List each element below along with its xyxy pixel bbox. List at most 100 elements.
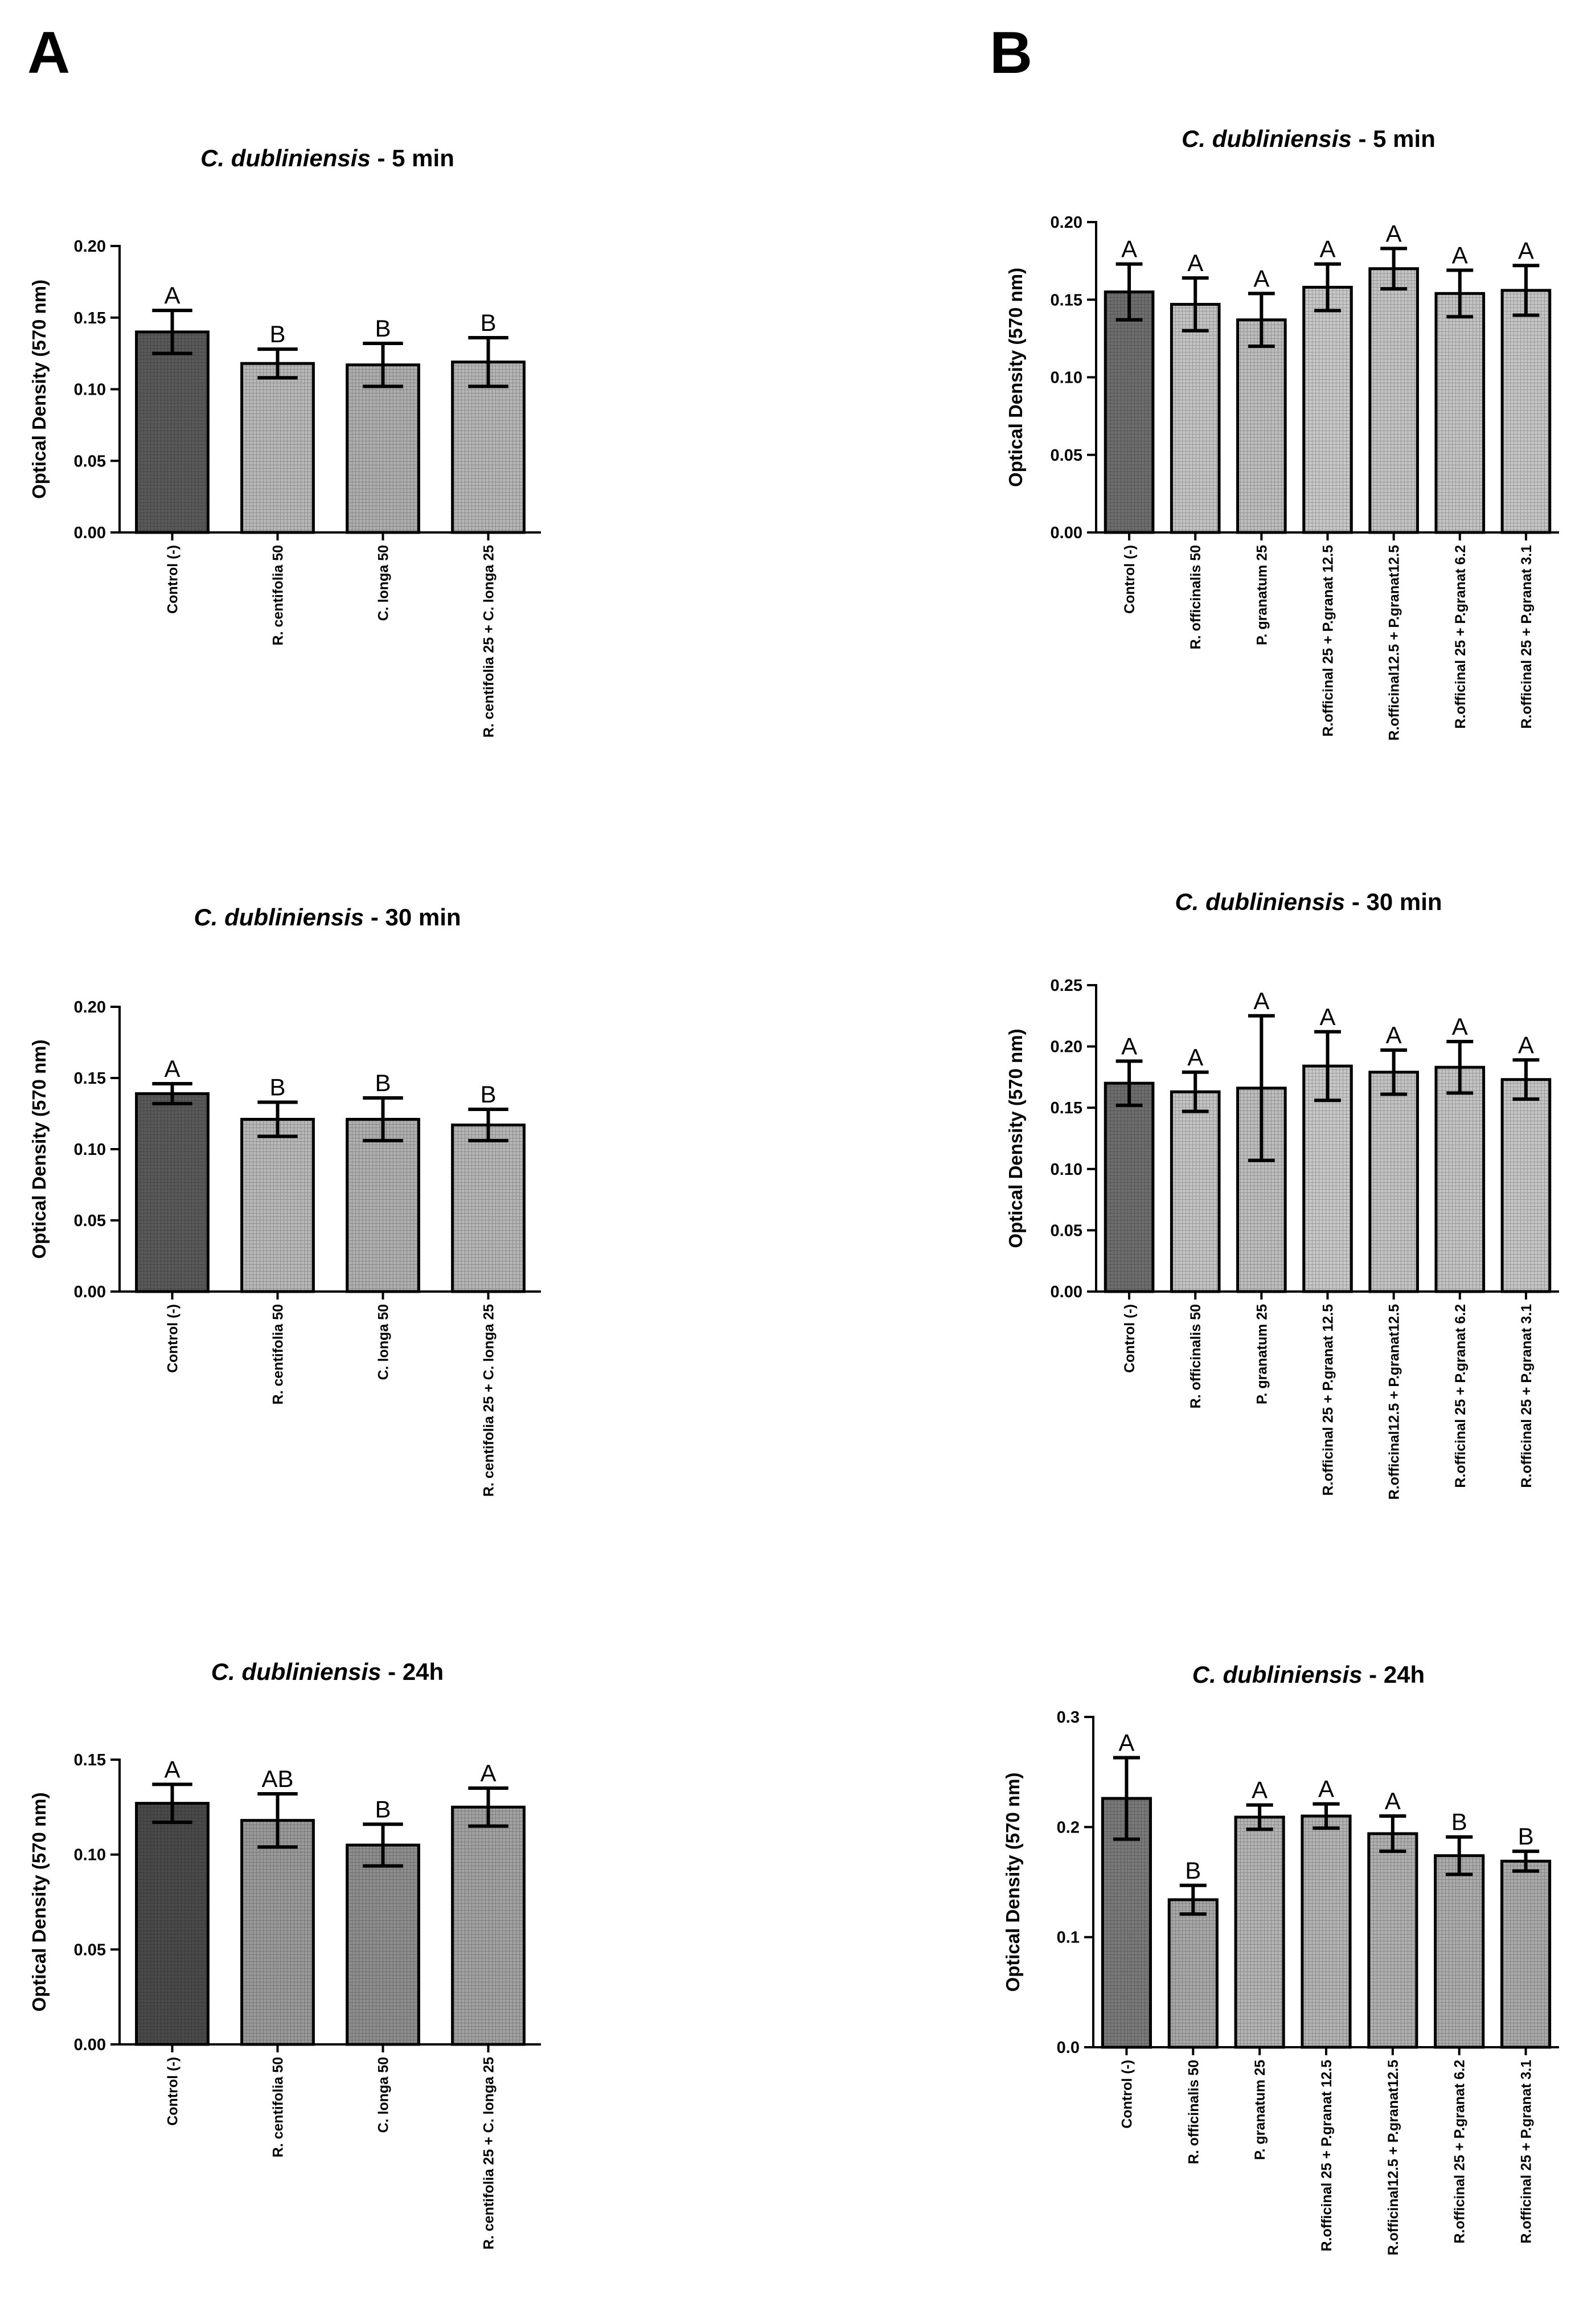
y-axis-label: Optical Density (570 nm): [1005, 268, 1026, 487]
x-tick-label: P. granatum 25: [1254, 545, 1270, 645]
chart-title-species: C. dubliniensis: [200, 145, 371, 171]
y-tick-label: 0.3: [1057, 1708, 1080, 1727]
x-tick-label: R.officinal12.5 + P.granat12.5: [1387, 1304, 1402, 1500]
y-axis-label: Optical Density (570 nm): [28, 1792, 50, 2011]
x-tick-label: R. officinalis 50: [1188, 1304, 1204, 1408]
chart-title: C. dubliniensis - 30 min: [194, 904, 461, 931]
significance-label: B: [480, 1081, 496, 1108]
y-tick-label: 0.20: [1051, 214, 1082, 232]
bar: [1101, 1797, 1152, 2049]
significance-label: A: [1252, 1777, 1268, 1804]
chart-title-species: C. dubliniensis: [1175, 888, 1345, 915]
significance-label: B: [1185, 1857, 1201, 1884]
chart-title-suffix: - 5 min: [371, 145, 454, 171]
bar: [240, 1819, 315, 2046]
bar: [1500, 289, 1552, 534]
chart-2: C. dubliniensis - 5 min Optical Density (…: [1005, 125, 1559, 740]
y-tick-label: 0.10: [1051, 369, 1082, 387]
x-tick-label: R.officinal12.5 + P.granat12.5: [1387, 545, 1402, 741]
significance-label: B: [375, 1796, 391, 1822]
x-tick-label: R. centifolia 50: [270, 1304, 286, 1404]
chart-title-species: C. dubliniensis: [1182, 125, 1352, 152]
bar: [1234, 1815, 1285, 2049]
y-tick-label: 0.25: [1051, 977, 1082, 995]
x-tick-label: C. longa 50: [376, 545, 392, 621]
x-tick-label: R. officinalis 50: [1188, 545, 1204, 649]
bar: [346, 363, 420, 534]
bar: [240, 1118, 315, 1293]
x-tick-label: Control (-): [1122, 1304, 1138, 1373]
bar: [1170, 1090, 1221, 1293]
x-tick-label: R.officinal 25 + P.granat 6.2: [1452, 2060, 1468, 2244]
significance-label: A: [1319, 1003, 1335, 1030]
chart-title: C. dubliniensis - 30 min: [1175, 888, 1442, 915]
y-tick-label: 0.10: [74, 1846, 106, 1864]
y-tick-label: 0.00: [74, 1283, 106, 1301]
charts-layer: C. dubliniensis - 5 min Optical Density (…: [28, 125, 1559, 2255]
significance-label: A: [1118, 1729, 1134, 1756]
chart-title-suffix: - 24h: [1363, 1661, 1425, 1688]
chart-title: C. dubliniensis - 5 min: [200, 145, 454, 171]
chart-title-suffix: - 30 min: [364, 904, 461, 931]
bar: [451, 1805, 526, 2046]
x-tick-label: P. granatum 25: [1254, 1304, 1270, 1404]
chart-title-suffix: - 30 min: [1345, 888, 1442, 915]
bar: [1236, 318, 1287, 534]
significance-label: A: [1121, 236, 1137, 263]
x-tick-label: Control (-): [1122, 545, 1138, 614]
x-tick-label: Control (-): [1119, 2060, 1135, 2129]
x-tick-label: R. centifolia 25 + C. longa 25: [481, 2057, 497, 2249]
bar: [1500, 1078, 1552, 1293]
y-tick-label: 0.20: [74, 237, 106, 256]
bar: [1434, 1854, 1485, 2049]
y-axis-label: Optical Density (570 nm): [1002, 1772, 1023, 1991]
x-tick-label: P. granatum 25: [1252, 2060, 1268, 2160]
x-tick-label: R. centifolia 25 + C. longa 25: [481, 545, 497, 737]
bar: [1368, 267, 1419, 534]
chart-3: C. dubliniensis - 30 min Optical Density …: [28, 904, 541, 1497]
x-tick-label: R.officinal 25 + P.granat 6.2: [1453, 545, 1469, 729]
y-tick-label: 0.05: [74, 1941, 106, 1959]
significance-label: A: [1518, 1031, 1534, 1058]
y-tick-label: 0.00: [74, 2036, 106, 2054]
significance-label: A: [1518, 237, 1534, 264]
significance-label: AB: [261, 1765, 293, 1792]
bar: [346, 1843, 420, 2046]
x-tick-label: R. centifolia 50: [270, 2057, 286, 2157]
y-axis-label: Optical Density (570 nm): [1005, 1028, 1026, 1248]
significance-label: B: [1451, 1809, 1467, 1835]
significance-label: A: [1187, 249, 1203, 276]
bar: [1104, 1081, 1155, 1293]
chart-6: C. dubliniensis - 24h Optical Density (57…: [1002, 1661, 1559, 2255]
x-tick-label: R. centifolia 25 + C. longa 25: [481, 1304, 497, 1497]
significance-label: A: [1253, 987, 1269, 1014]
y-tick-label: 0.10: [1051, 1161, 1082, 1179]
bar: [1434, 1065, 1486, 1293]
bar: [1367, 1832, 1418, 2049]
y-axis-label: Optical Density (570 nm): [28, 1039, 50, 1259]
y-tick-label: 0.1: [1057, 1929, 1080, 1947]
significance-label: A: [1121, 1032, 1137, 1059]
significance-label: A: [164, 1055, 180, 1082]
x-tick-label: R.officinal 25 + P.granat 3.1: [1519, 2060, 1535, 2244]
y-tick-label: 0.05: [74, 452, 106, 470]
panel-letter-a: A: [27, 20, 70, 86]
bar: [451, 1124, 526, 1293]
chart-5: C. dubliniensis - 24h Optical Density (57…: [28, 1658, 541, 2249]
x-tick-label: R.officinal12.5 + P.granat12.5: [1385, 2060, 1401, 2256]
x-tick-label: Control (-): [165, 2057, 181, 2126]
bar: [1104, 290, 1155, 534]
y-tick-label: 0.2: [1057, 1818, 1080, 1837]
y-tick-label: 0.00: [1051, 1283, 1082, 1301]
significance-label: B: [1518, 1823, 1534, 1850]
y-tick-label: 0.05: [1051, 446, 1082, 465]
y-tick-label: 0.0: [1057, 2039, 1080, 2057]
x-tick-label: R.officinal 25 + P.granat 12.5: [1319, 2060, 1335, 2252]
significance-label: A: [1386, 220, 1402, 247]
bar: [1500, 1859, 1552, 2049]
chart-title-suffix: - 5 min: [1352, 125, 1435, 152]
significance-label: A: [1386, 1022, 1402, 1048]
significance-label: A: [1452, 1013, 1468, 1040]
x-tick-label: R.officinal 25 + P.granat 3.1: [1519, 1304, 1535, 1488]
y-tick-label: 0.15: [74, 309, 106, 327]
